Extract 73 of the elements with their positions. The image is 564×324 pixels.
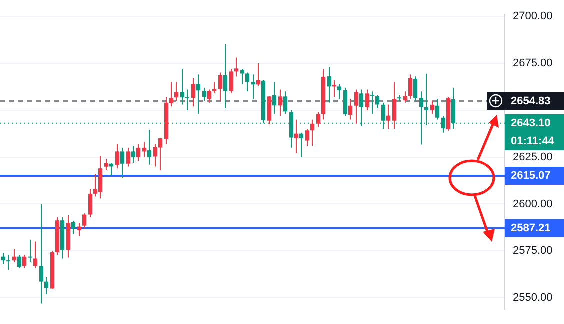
candlestick	[404, 91, 408, 104]
candlestick	[386, 104, 390, 130]
candlestick	[142, 142, 146, 158]
candlestick	[154, 144, 158, 168]
candlestick	[44, 276, 48, 295]
candlestick	[6, 254, 10, 270]
candlestick	[22, 254, 26, 269]
candlestick	[88, 188, 92, 218]
candlestick	[348, 98, 352, 120]
candlestick	[186, 89, 190, 111]
candlestick	[116, 144, 120, 170]
candlestick	[370, 91, 374, 115]
y-tick-label: 2700.00	[513, 10, 553, 23]
candlestick	[354, 89, 358, 124]
candlestick	[12, 248, 16, 263]
candlestick	[78, 222, 82, 237]
candlestick	[278, 89, 282, 116]
candlestick	[180, 68, 184, 106]
candlestick	[126, 147, 130, 168]
candlestick	[202, 87, 206, 102]
candlestick	[306, 128, 310, 147]
candlestick	[34, 241, 38, 269]
candlestick	[294, 119, 298, 154]
candlestick	[212, 82, 216, 94]
candlestick	[284, 91, 288, 115]
candlestick	[18, 254, 22, 269]
candlestick	[2, 252, 6, 265]
candlestick	[120, 147, 124, 178]
text: 01:11:44	[511, 135, 556, 148]
ref-line-label: 2643.10	[511, 117, 551, 130]
candlestick	[230, 68, 234, 94]
candlestick	[430, 100, 434, 115]
candlestick	[148, 130, 152, 166]
candlestick	[252, 74, 256, 100]
candlestick	[344, 87, 348, 116]
candlestick	[392, 82, 396, 130]
candlestick	[196, 74, 200, 115]
candlestick	[256, 62, 260, 86]
candlestick	[300, 132, 304, 158]
candlestick	[208, 89, 212, 104]
candlestick	[310, 119, 314, 147]
candlestick	[158, 138, 162, 171]
candlestick	[414, 76, 418, 102]
y-tick-label: 2625.00	[513, 151, 553, 164]
candlestick	[436, 98, 440, 120]
ref-line-label: 2615.07	[511, 170, 551, 182]
candlestick	[328, 66, 332, 104]
candlestick	[376, 94, 380, 109]
candlestick	[72, 220, 76, 235]
candlestick	[82, 213, 86, 230]
candlestick	[316, 112, 320, 128]
y-tick-label: 2675.00	[513, 57, 553, 70]
candlestick	[240, 68, 244, 85]
candlestick	[104, 158, 108, 171]
candlestick	[272, 82, 276, 115]
candlestick	[174, 82, 178, 102]
candlestick	[338, 84, 342, 100]
candlestick	[136, 144, 140, 162]
candlestick	[366, 89, 370, 111]
candlestick	[408, 74, 412, 100]
y-tick-label: 2575.00	[513, 245, 553, 258]
y-tick-label: 2600.00	[513, 198, 553, 210]
candlestick	[40, 204, 44, 304]
ref-line-label: 2587.21	[511, 222, 551, 234]
y-tick-label: 2550.00	[513, 292, 553, 304]
ref-line-label: 2654.83	[511, 95, 551, 108]
candlestick	[28, 239, 32, 263]
candlestick	[192, 78, 196, 108]
candlestick	[234, 57, 238, 78]
candlestick	[224, 44, 228, 109]
candlestick	[132, 146, 136, 164]
candlestick	[218, 72, 222, 102]
candlestick	[246, 72, 250, 92]
